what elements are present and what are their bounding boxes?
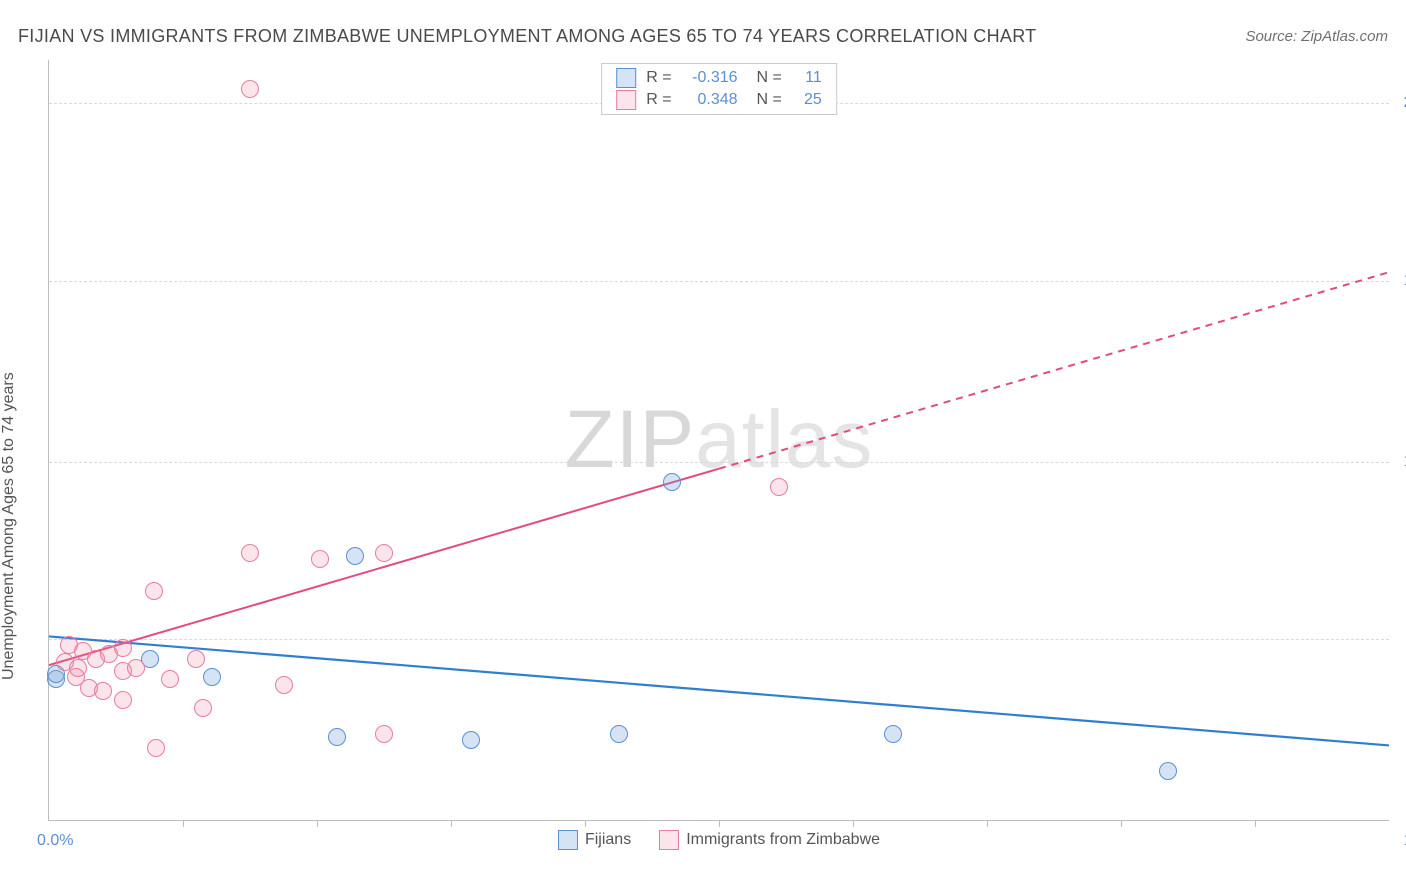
legend-swatch [616,68,636,88]
legend-item: Immigrants from Zimbabwe [659,830,880,850]
x-tick [1255,820,1256,827]
r-value: 0.348 [682,91,738,109]
legend-swatch [659,830,679,850]
data-point [203,668,221,686]
x-tick [183,820,184,827]
data-point [275,676,293,694]
x-tick [987,820,988,827]
data-point [770,478,788,496]
data-point [663,473,681,491]
x-tick [585,820,586,827]
data-point [311,550,329,568]
data-point [80,679,98,697]
data-point [328,728,346,746]
data-point [346,547,364,565]
data-point [241,80,259,98]
legend-swatch [558,830,578,850]
legend-swatch [616,90,636,110]
trend-lines [49,60,1389,820]
x-tick [317,820,318,827]
y-axis-label: Unemployment Among Ages 65 to 74 years [0,372,18,680]
n-label: N = [748,91,782,109]
trend-line [49,469,719,665]
r-value: -0.316 [682,69,738,87]
correlation-row: R = -0.316 N = 11 [602,67,836,89]
data-point [884,725,902,743]
data-point [194,699,212,717]
y-tick-label: 12.5% [1394,453,1406,471]
correlation-legend: R = -0.316 N = 11 R = 0.348 N = 25 [601,63,837,115]
trend-line-dashed [719,272,1389,468]
data-point [114,691,132,709]
x-tick [1121,820,1122,827]
legend-label: Immigrants from Zimbabwe [686,831,880,848]
x-tick [451,820,452,827]
data-point [145,582,163,600]
data-point [375,725,393,743]
legend-item: Fijians [558,830,631,850]
y-tick-label: 18.8% [1394,272,1406,290]
data-point [375,544,393,562]
x-tick [853,820,854,827]
data-point [161,670,179,688]
x-tick [719,820,720,827]
n-label: N = [748,69,782,87]
x-axis-min-label: 0.0% [37,832,73,850]
trend-line [49,636,1389,745]
data-point [147,739,165,757]
chart-title: FIJIAN VS IMMIGRANTS FROM ZIMBABWE UNEMP… [18,26,1036,47]
plot-area: ZIPatlas 6.3%12.5%18.8%25.0% R =-0.316 N… [48,60,1389,821]
data-point [610,725,628,743]
n-value: 11 [792,69,822,87]
data-point [241,544,259,562]
r-label: R = [646,91,671,109]
y-tick-label: 6.3% [1394,630,1406,648]
data-point [187,650,205,668]
data-point [114,639,132,657]
data-point [56,653,74,671]
y-tick-label: 25.0% [1394,94,1406,112]
data-point [127,659,145,677]
data-point [1159,762,1177,780]
n-value: 25 [792,91,822,109]
r-label: R = [646,69,671,87]
data-point [462,731,480,749]
legend-label: Fijians [585,831,631,848]
source-attribution: Source: ZipAtlas.com [1245,28,1388,45]
correlation-row: R = 0.348 N = 25 [602,89,836,111]
series-legend: Fijians Immigrants from Zimbabwe [558,830,880,850]
